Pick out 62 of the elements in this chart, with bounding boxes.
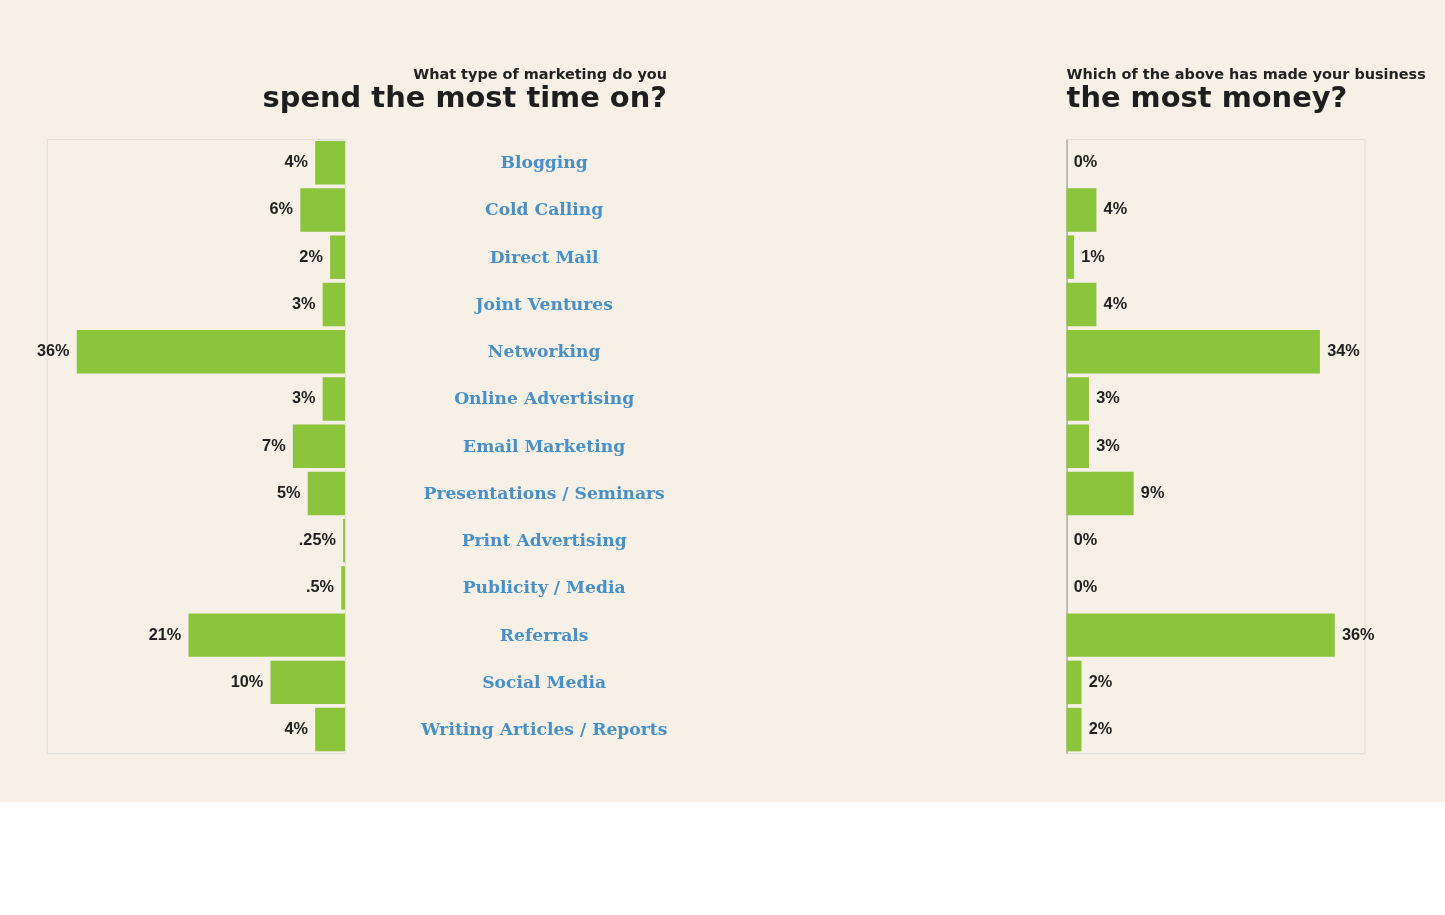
data-label: 7% — [262, 435, 287, 454]
bar — [1066, 613, 1335, 657]
data-label: 0% — [1073, 577, 1098, 596]
bar — [322, 282, 345, 327]
data-label: 21% — [148, 624, 182, 643]
data-label: 4% — [1103, 293, 1128, 312]
bar — [1066, 424, 1089, 468]
chart-title: Which of the above has made your business — [1066, 65, 1426, 82]
data-label: 9% — [1140, 482, 1165, 501]
bar — [341, 566, 345, 610]
data-label: 3% — [291, 388, 316, 407]
bar — [1066, 329, 1320, 374]
bar — [270, 660, 345, 705]
y-tick-label: Direct Mail — [489, 246, 599, 267]
bar — [330, 235, 345, 279]
y-tick-label: Publicity / Media — [462, 577, 626, 598]
data-label: 5% — [277, 482, 302, 501]
data-label: 4% — [1103, 199, 1128, 218]
bar — [1066, 282, 1097, 327]
bar — [1066, 660, 1082, 705]
data-label: 36% — [37, 341, 71, 360]
data-label: 6% — [269, 199, 294, 218]
bar — [1066, 707, 1082, 752]
bar — [300, 188, 345, 232]
y-tick-label: Print Advertising — [461, 530, 627, 551]
bar — [1066, 471, 1134, 516]
data-label: 34% — [1327, 341, 1361, 360]
y-tick-label: Social Media — [482, 671, 607, 692]
data-label: 2% — [1088, 671, 1113, 690]
data-label: 2% — [299, 246, 324, 265]
y-tick-label: Online Advertising — [454, 388, 635, 409]
y-tick-label: Referrals — [499, 624, 589, 645]
data-label: 10% — [230, 671, 264, 690]
data-label: 4% — [284, 152, 309, 171]
y-tick-label: Joint Ventures — [473, 293, 613, 314]
bar — [315, 707, 345, 752]
bar — [307, 471, 345, 516]
y-tick-label: Blogging — [500, 152, 588, 173]
data-label: 1% — [1081, 246, 1106, 265]
data-label: 3% — [291, 293, 316, 312]
data-label: 3% — [1096, 435, 1121, 454]
data-label: 2% — [1088, 719, 1113, 738]
data-label: .25% — [298, 530, 337, 549]
y-tick-label: Cold Calling — [484, 199, 604, 220]
data-label: 0% — [1073, 152, 1098, 171]
data-label: 36% — [1342, 624, 1376, 643]
bar — [76, 329, 345, 374]
bar — [292, 424, 345, 468]
y-tick-label: Writing Articles / Reports — [419, 719, 668, 740]
bar — [1066, 377, 1089, 421]
bar — [315, 140, 345, 185]
bar — [1066, 235, 1075, 279]
bar — [322, 377, 345, 421]
y-tick-label: Presentations / Seminars — [423, 482, 665, 503]
data-label: 3% — [1096, 388, 1121, 407]
y-tick-label: Networking — [487, 341, 601, 362]
bar — [188, 613, 345, 657]
data-label: .5% — [306, 577, 335, 596]
y-tick-label: Email Marketing — [463, 435, 626, 456]
data-label: 4% — [284, 719, 309, 738]
bar — [1066, 188, 1097, 232]
data-label: 0% — [1073, 530, 1098, 549]
